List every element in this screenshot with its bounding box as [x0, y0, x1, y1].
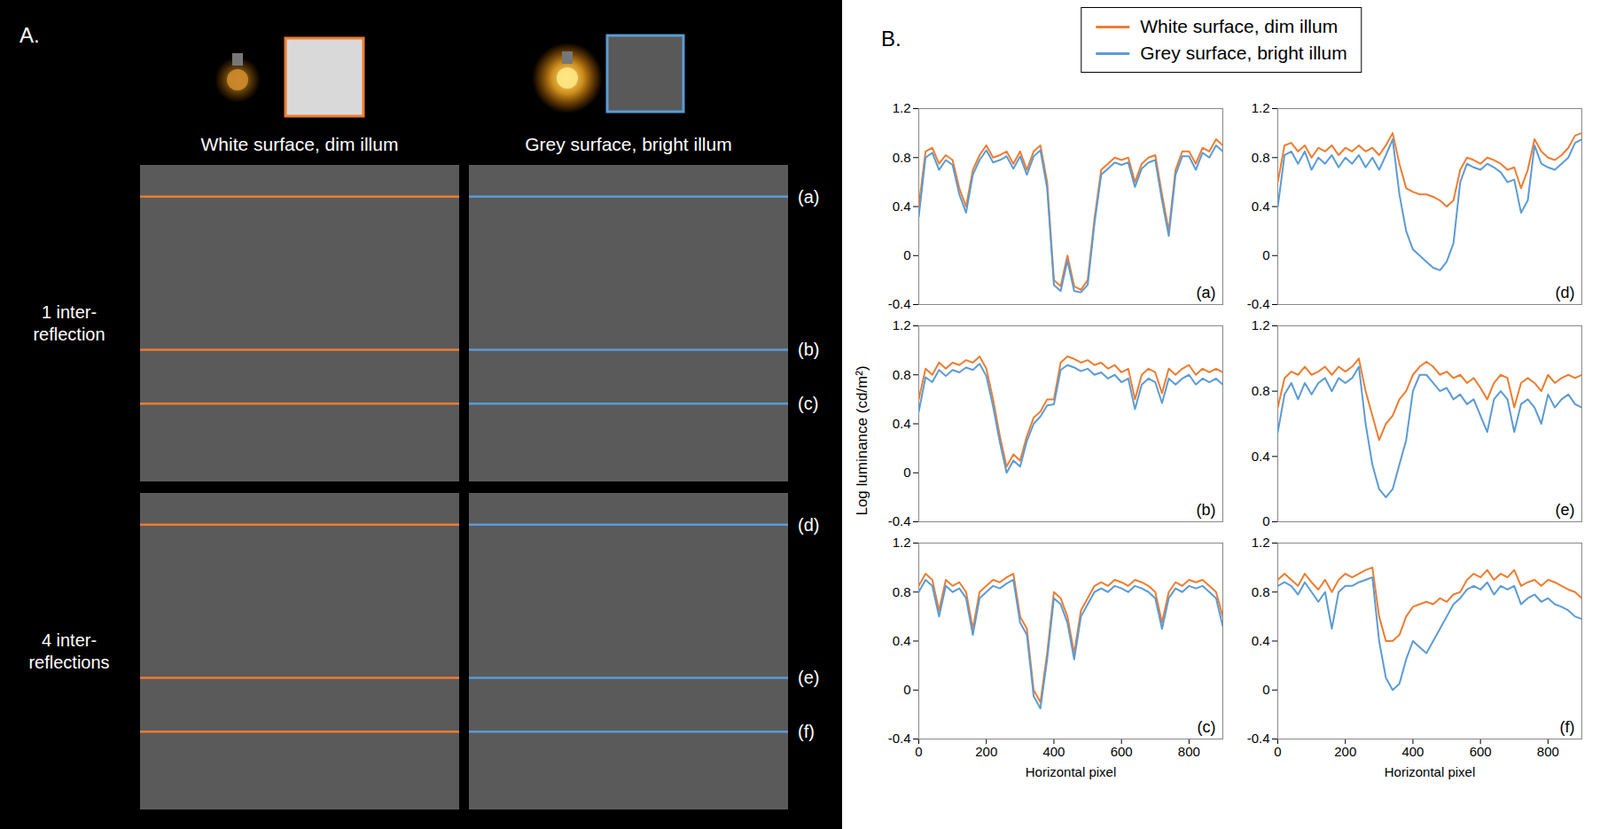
svg-text:400: 400: [1042, 743, 1065, 759]
svg-text:-0.4: -0.4: [1247, 730, 1271, 746]
svg-text:-0.4: -0.4: [1247, 296, 1271, 312]
svg-text:(d): (d): [1555, 283, 1576, 302]
svg-text:Log luminance (cd/m²): Log luminance (cd/m²): [853, 365, 871, 516]
svg-text:(c): (c): [797, 393, 819, 414]
svg-text:(e): (e): [1555, 500, 1576, 519]
svg-text:(c): (c): [1197, 718, 1217, 736]
svg-text:600: 600: [1469, 743, 1492, 759]
html-text:White surface, dim illum: White surface, dim illum: [1140, 15, 1338, 37]
svg-text:1.2: 1.2: [892, 317, 912, 333]
svg-text:(d): (d): [797, 515, 820, 535]
svg-text:(e): (e): [797, 667, 820, 687]
svg-text:0: 0: [1262, 513, 1270, 529]
svg-text:0.8: 0.8: [892, 366, 912, 383]
svg-text:White surface, dim illum: White surface, dim illum: [201, 133, 399, 155]
svg-text:0.8: 0.8: [1251, 584, 1271, 600]
svg-text:1.2: 1.2: [892, 534, 912, 550]
svg-text:-0.4: -0.4: [888, 296, 912, 312]
svg-text:(b): (b): [797, 339, 820, 360]
html-text:B.: B.: [881, 26, 902, 51]
svg-text:(b): (b): [1196, 500, 1217, 519]
svg-text:0: 0: [903, 247, 911, 263]
svg-text:0: 0: [914, 743, 922, 759]
svg-text:0.4: 0.4: [1251, 448, 1271, 464]
svg-text:800: 800: [1178, 743, 1201, 759]
svg-text:0: 0: [903, 681, 911, 697]
svg-text:0.4: 0.4: [1251, 198, 1271, 214]
svg-text:0.8: 0.8: [892, 584, 912, 600]
svg-text:200: 200: [1334, 743, 1357, 759]
svg-text:0.8: 0.8: [892, 149, 912, 165]
svg-text:1.2: 1.2: [1251, 317, 1271, 333]
svg-text:1.2: 1.2: [892, 100, 912, 116]
svg-text:0: 0: [1262, 247, 1270, 263]
svg-text:0.4: 0.4: [1251, 632, 1271, 648]
svg-text:600: 600: [1110, 743, 1133, 759]
svg-text:1.2: 1.2: [1251, 100, 1271, 116]
svg-text:Grey surface, bright illum: Grey surface, bright illum: [524, 133, 732, 155]
svg-text:-0.4: -0.4: [888, 513, 912, 529]
svg-text:4 inter-reflections: 4 inter-reflections: [28, 630, 110, 672]
svg-text:0: 0: [903, 464, 911, 480]
svg-text:A.: A.: [19, 23, 40, 47]
svg-text:1 inter-reflection: 1 inter-reflection: [32, 302, 105, 344]
html-text:Grey surface, bright illum: Grey surface, bright illum: [1140, 42, 1348, 63]
svg-text:1.2: 1.2: [1251, 534, 1271, 550]
svg-text:200: 200: [975, 743, 998, 759]
svg-text:400: 400: [1401, 743, 1424, 759]
svg-text:-0.4: -0.4: [888, 730, 912, 746]
svg-text:Horizontal pixel: Horizontal pixel: [1384, 764, 1476, 780]
svg-text:0.8: 0.8: [1251, 149, 1271, 165]
svg-text:Horizontal pixel: Horizontal pixel: [1025, 764, 1117, 780]
svg-text:0.4: 0.4: [892, 632, 912, 648]
svg-text:0.4: 0.4: [892, 415, 912, 431]
svg-text:0.8: 0.8: [1251, 382, 1271, 399]
svg-text:(f): (f): [1560, 718, 1576, 736]
svg-text:800: 800: [1537, 743, 1560, 759]
svg-text:0: 0: [1262, 681, 1270, 697]
svg-text:(a): (a): [797, 187, 820, 207]
svg-text:0: 0: [1273, 743, 1281, 759]
svg-text:(a): (a): [1196, 283, 1217, 302]
svg-text:(f): (f): [797, 721, 815, 742]
svg-text:0.4: 0.4: [892, 198, 912, 214]
